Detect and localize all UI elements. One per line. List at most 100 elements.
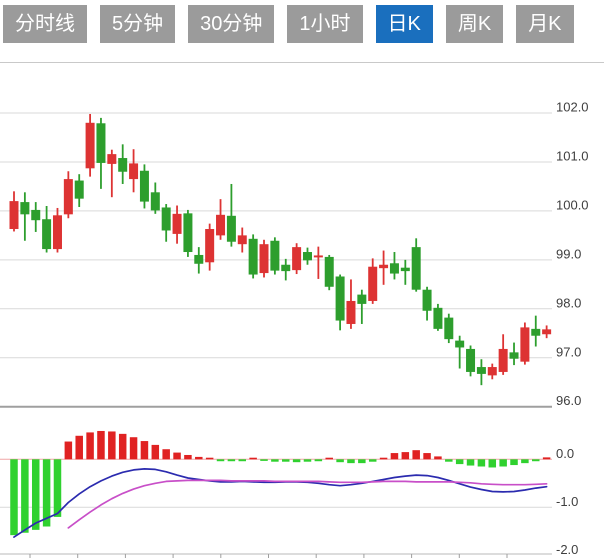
candle	[107, 149, 117, 198]
macd-bar	[75, 435, 83, 460]
macd-bar	[325, 457, 333, 460]
y-tick-label: 100.0	[556, 197, 589, 212]
candle	[400, 259, 410, 285]
candle	[248, 234, 258, 279]
candle	[85, 113, 95, 177]
candle	[205, 223, 215, 271]
candle	[9, 191, 19, 232]
macd-bar	[238, 459, 247, 462]
macd-bar	[249, 457, 257, 460]
tab-1hour[interactable]: 1小时	[287, 5, 363, 43]
dea-line	[67, 479, 548, 529]
candle	[302, 247, 312, 265]
candle	[324, 254, 334, 291]
macd-bar	[401, 452, 410, 460]
macd-bar	[499, 459, 507, 467]
y-tick-label: 98.0	[556, 295, 581, 310]
y-tick-label: 101.0	[556, 148, 589, 163]
candle	[433, 303, 443, 331]
candle	[259, 239, 269, 278]
macd-bar	[521, 459, 529, 464]
candle	[422, 286, 432, 321]
candle	[379, 250, 389, 285]
macd-bar	[532, 459, 540, 462]
y-tick-label: 97.0	[556, 344, 581, 359]
candle	[237, 227, 247, 253]
candles	[9, 113, 552, 386]
macd-bar	[10, 459, 18, 536]
macd-bar	[303, 459, 312, 462]
macd-bar	[227, 459, 236, 462]
candle	[161, 204, 171, 242]
candle	[118, 144, 128, 184]
tab-30min[interactable]: 30分钟	[188, 5, 275, 43]
candle	[52, 207, 62, 253]
candle	[357, 289, 367, 324]
candle	[74, 174, 84, 207]
dif-line	[13, 468, 548, 538]
macd-bar	[542, 457, 551, 460]
macd-gridlines	[0, 458, 552, 558]
macd-bar	[379, 457, 388, 460]
tab-daily[interactable]: 日K	[375, 5, 433, 43]
y-tick-label: 99.0	[556, 246, 581, 261]
macd-bar	[358, 459, 366, 464]
candle	[129, 149, 139, 193]
macd-bar	[184, 454, 192, 460]
macd-bar	[510, 459, 518, 466]
candle	[531, 315, 541, 347]
macd-bar	[31, 459, 40, 530]
macd-bar	[86, 432, 94, 460]
candle	[216, 199, 226, 240]
macd-bar	[336, 459, 344, 463]
candle	[42, 206, 52, 253]
macd-bar	[108, 431, 116, 460]
candle	[368, 258, 378, 304]
candle	[346, 279, 356, 329]
candle	[63, 171, 73, 219]
y-tick-label: 0.0	[556, 446, 574, 461]
macd-bar	[140, 441, 149, 460]
macd-bar	[64, 441, 73, 460]
macd-bar	[434, 456, 442, 460]
candle	[389, 252, 399, 280]
period-tabbar: 分时线 5分钟 30分钟 1小时 日K 周K 月K	[3, 5, 574, 43]
candle	[335, 274, 345, 331]
candle	[183, 209, 193, 257]
macd-bar	[477, 459, 486, 467]
macd-bar	[42, 459, 51, 527]
tab-minute-line[interactable]: 分时线	[3, 5, 87, 43]
macd-bar	[488, 459, 497, 468]
macd-bar	[216, 459, 225, 462]
y-tick-label: -1.0	[556, 494, 578, 509]
tab-monthly[interactable]: 月K	[516, 5, 574, 43]
tabbar-divider	[0, 62, 604, 63]
candle	[466, 345, 476, 377]
macd-bar	[390, 453, 399, 460]
macd-bar	[466, 459, 475, 466]
macd-bar	[53, 459, 62, 517]
candle	[226, 183, 236, 247]
macd-bar	[445, 459, 453, 462]
macd-bar	[314, 459, 323, 462]
candle	[20, 192, 30, 241]
candle	[498, 334, 508, 375]
macd-bar	[271, 459, 279, 462]
y-tick-label: 96.0	[556, 393, 581, 408]
macd-bar	[260, 459, 268, 461]
candle	[281, 258, 291, 281]
candle	[411, 238, 421, 292]
y-tick-label: -2.0	[556, 542, 578, 557]
tab-5min[interactable]: 5分钟	[100, 5, 176, 43]
macd-bar	[455, 459, 464, 465]
candle	[139, 164, 149, 209]
macd-bar	[97, 430, 105, 460]
candle	[455, 335, 465, 369]
candle	[270, 237, 280, 275]
y-axis-labels: 102.0 101.0 100.0 99.0 98.0 97.0 96.0 0.0 -1.0 -2…	[556, 100, 589, 557]
macd-bar	[173, 452, 181, 460]
tab-weekly[interactable]: 周K	[445, 5, 504, 43]
macd-histogram	[10, 430, 551, 536]
